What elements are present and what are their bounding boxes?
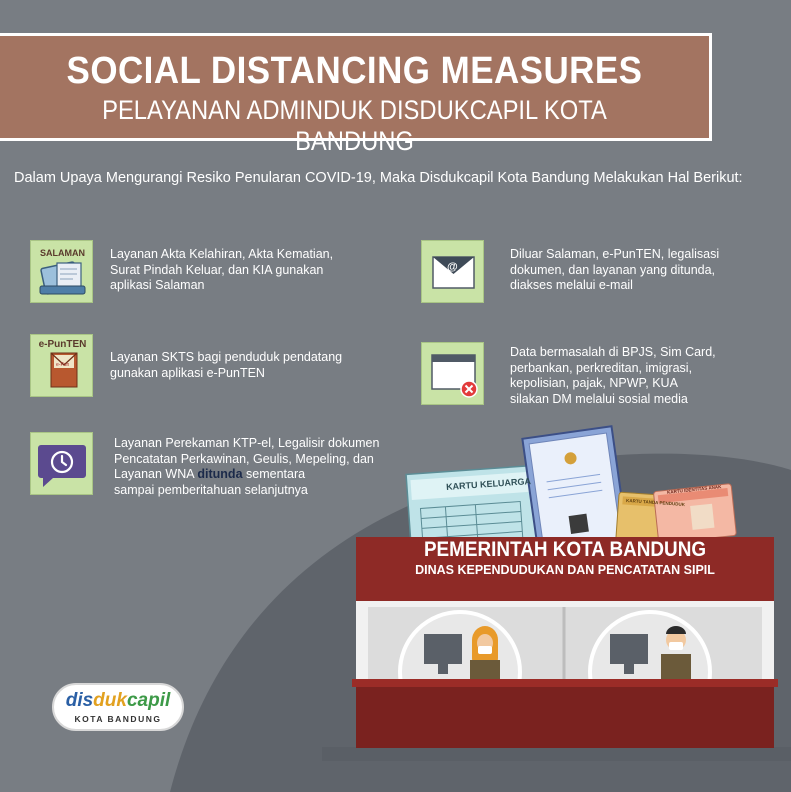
certificate-document — [521, 425, 630, 559]
salaman-app-icon: SALAMAN — [30, 240, 93, 303]
ktp-description: Layanan Perekaman KTP-el, Legalisir doku… — [114, 436, 380, 497]
email-description: Diluar Salaman, e-PunTEN, legalisasi dok… — [510, 247, 720, 292]
booth-sign: PEMERINTAH KOTA BANDUNG DINAS KEPENDUDUK… — [356, 538, 774, 577]
booth-subtitle: DINAS KEPENDUDUKAN DAN PENCATATAN SIPIL — [415, 563, 715, 577]
svg-text:e-Pun: e-Pun — [56, 362, 70, 368]
intro-text: Dalam Upaya Mengurangi Resiko Penularan … — [14, 170, 743, 186]
epunten-description: Layanan SKTS bagi penduduk pendatang gun… — [110, 350, 343, 380]
logo-city: KOTA BANDUNG — [74, 714, 162, 724]
epunten-app-icon: e-PunTEN e-Pun — [30, 334, 93, 397]
title-banner: SOCIAL DISTANCING MEASURES PELAYANAN ADM… — [0, 33, 712, 156]
epunten-icon-label: e-PunTEN — [38, 339, 87, 350]
disdukcapil-logo: disdukcapil KOTA BANDUNG — [52, 683, 184, 731]
page-title: SOCIAL DISTANCING MEASURES — [66, 50, 643, 92]
page-subtitle: PELAYANAN ADMINDUK DISDUKCAPIL KOTA BAND… — [102, 95, 607, 156]
svg-text:@: @ — [447, 261, 458, 273]
social-media-description: Data bermasalah di BPJS, Sim Card, perba… — [510, 345, 716, 406]
salaman-icon-label: SALAMAN — [40, 248, 85, 258]
postponed-word: ditunda — [197, 467, 243, 481]
salaman-description: Layanan Akta Kelahiran, Akta Kematian, S… — [110, 247, 334, 292]
email-at-icon: @ — [421, 240, 484, 303]
booth-title: PEMERINTAH KOTA BANDUNG — [423, 538, 707, 561]
browser-error-icon — [421, 342, 484, 405]
chat-clock-icon — [30, 432, 93, 495]
